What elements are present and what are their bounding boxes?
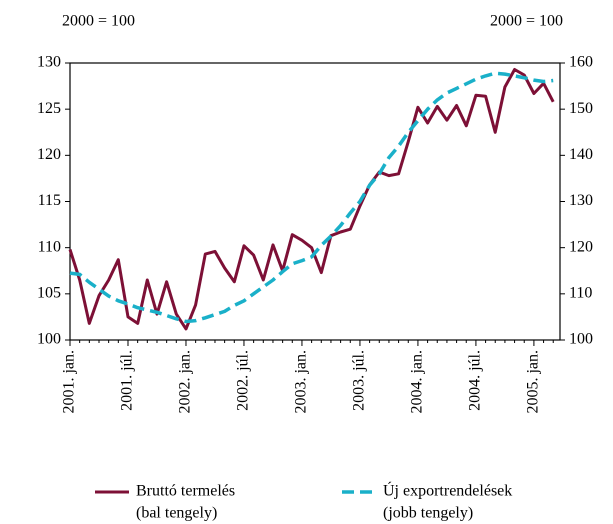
y-tick-label: 120 [37,146,61,163]
legend-sublabel: (bal tengely) [136,505,217,522]
y-axis-label: 2000 = 100 [62,13,135,30]
legend-sublabel: (jobb tengely) [383,505,473,522]
legend-label: Bruttó termelés [136,483,235,500]
legend-label: Új exportrendelések [383,481,512,500]
x-tick-label: 2002. jan. [177,350,194,414]
y2-tick-label: 140 [569,146,593,163]
series-line [69,71,554,324]
y-tick-label: 130 [37,54,61,71]
y-tick-label: 110 [38,238,61,255]
x-tick-label: 2001. jan. [61,350,78,414]
x-tick-label: 2004. júl. [467,350,484,411]
y-tick-label: 115 [38,192,61,209]
x-tick-label: 2004. jan. [409,350,426,414]
y-tick-label: 105 [37,285,61,302]
y2-tick-label: 130 [569,192,593,209]
y2-tick-label: 150 [569,100,593,117]
y2-axis-label: 2000 = 100 [490,13,563,30]
y2-tick-label: 160 [569,54,593,71]
x-tick-label: 2003. jan. [293,350,310,414]
y-tick-label: 125 [37,100,61,117]
x-tick-label: 2002. júl. [235,350,252,411]
x-tick-label: 2003. júl. [351,350,368,411]
y2-tick-label: 100 [569,331,593,348]
y-tick-label: 100 [37,331,61,348]
y2-tick-label: 110 [569,285,592,302]
series-line [68,68,555,331]
x-tick-label: 2005. jan. [525,350,542,414]
x-tick-label: 2001. júl. [119,350,136,411]
y2-tick-label: 120 [569,238,593,255]
